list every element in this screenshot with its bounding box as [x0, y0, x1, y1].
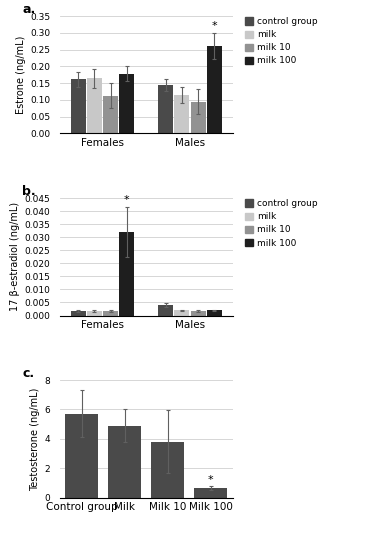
Y-axis label: Estrone (ng/mL): Estrone (ng/mL) [16, 36, 26, 114]
Bar [65, 414, 98, 498]
Text: b.: b. [22, 185, 36, 198]
Bar [119, 232, 134, 316]
Bar [174, 95, 189, 134]
Legend: control group, milk, milk 10, milk 100: control group, milk, milk 10, milk 100 [241, 14, 322, 69]
Bar [207, 46, 222, 134]
Bar [190, 311, 206, 316]
Text: *: * [208, 475, 213, 485]
Bar [103, 96, 118, 134]
Legend: control group, milk, milk 10, milk 100: control group, milk, milk 10, milk 100 [241, 196, 322, 251]
Y-axis label: Testosterone (ng/mL): Testosterone (ng/mL) [30, 387, 40, 491]
Bar [158, 85, 173, 134]
Bar [158, 305, 173, 316]
Bar [87, 311, 102, 316]
Y-axis label: 17 β-estradiol (ng/mL): 17 β-estradiol (ng/mL) [10, 202, 20, 311]
Bar [103, 311, 118, 316]
Text: *: * [211, 21, 217, 31]
Bar [207, 310, 222, 316]
Bar [151, 442, 184, 498]
Bar [194, 488, 227, 498]
Bar [70, 311, 86, 316]
Text: c.: c. [22, 367, 34, 380]
Text: *: * [124, 195, 130, 205]
Bar [70, 79, 86, 134]
Bar [174, 310, 189, 316]
Bar [108, 426, 141, 498]
Text: a.: a. [22, 3, 35, 16]
Bar [119, 74, 134, 134]
Bar [190, 102, 206, 134]
Bar [87, 78, 102, 134]
